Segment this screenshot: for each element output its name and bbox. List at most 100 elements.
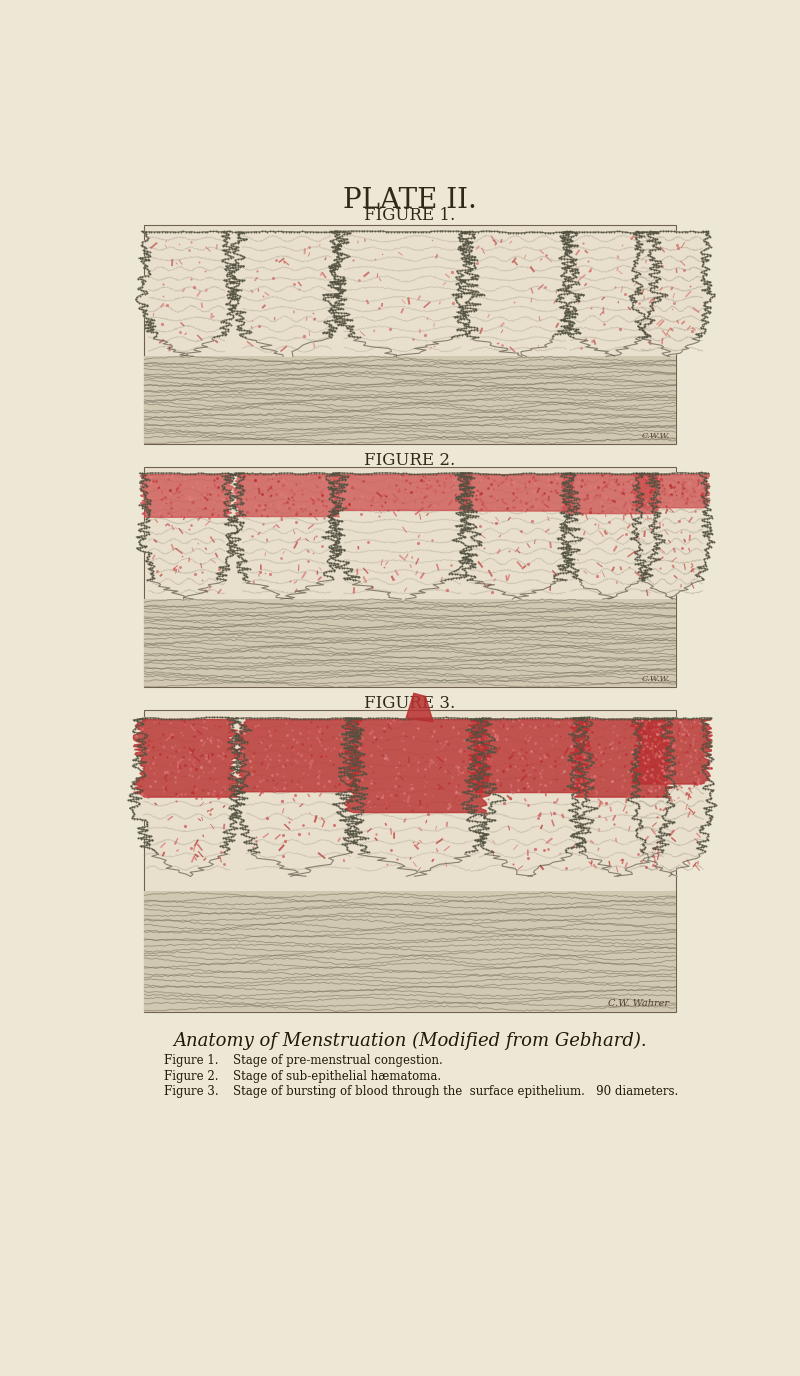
Point: [403, 472, 416, 494]
Point: [561, 462, 574, 484]
Point: [636, 816, 649, 838]
Point: [572, 717, 585, 739]
Point: [126, 797, 138, 819]
Point: [567, 823, 580, 845]
Point: [232, 782, 245, 804]
Point: [224, 245, 237, 267]
Point: [197, 462, 210, 484]
Point: [256, 751, 269, 773]
Point: [222, 523, 234, 545]
Point: [165, 711, 178, 733]
Point: [646, 227, 659, 249]
Point: [561, 227, 574, 249]
Point: [568, 788, 581, 810]
Point: [630, 821, 643, 843]
Point: [625, 751, 638, 773]
Point: [132, 753, 145, 775]
Point: [697, 303, 710, 325]
Point: [622, 469, 635, 491]
Point: [631, 709, 644, 731]
Point: [691, 831, 704, 853]
Point: [648, 735, 661, 757]
Point: [563, 462, 576, 484]
Point: [468, 528, 481, 550]
Point: [331, 533, 344, 555]
Point: [636, 465, 649, 487]
Point: [465, 300, 478, 322]
Point: [458, 794, 471, 816]
Point: [326, 285, 339, 307]
Point: [238, 782, 251, 804]
Point: [565, 318, 578, 340]
Point: [653, 707, 666, 729]
Point: [319, 289, 332, 311]
Point: [638, 314, 651, 336]
Point: [567, 491, 580, 513]
Point: [478, 497, 491, 519]
Point: [331, 237, 344, 259]
Point: [226, 296, 239, 318]
Point: [703, 499, 716, 522]
Point: [326, 555, 339, 577]
Point: [250, 826, 263, 848]
Point: [696, 318, 709, 340]
Point: [490, 769, 503, 791]
Point: [456, 466, 469, 488]
Point: [141, 568, 154, 590]
Point: [242, 762, 255, 784]
Point: [618, 222, 631, 244]
Point: [629, 749, 642, 771]
Point: [515, 738, 528, 760]
Point: [359, 760, 372, 782]
Point: [138, 468, 151, 490]
Point: [564, 234, 577, 256]
Point: [572, 834, 585, 856]
Point: [143, 757, 156, 779]
Point: [534, 762, 546, 784]
Point: [470, 739, 483, 761]
Point: [324, 482, 337, 504]
Point: [224, 510, 237, 533]
Point: [312, 707, 325, 729]
Point: [694, 760, 707, 782]
Point: [537, 707, 550, 729]
Point: [278, 493, 290, 515]
Point: [630, 223, 642, 245]
Point: [134, 736, 147, 758]
Point: [661, 707, 674, 729]
Point: [478, 720, 490, 742]
Point: [574, 725, 587, 747]
Point: [563, 476, 576, 498]
Point: [230, 783, 242, 805]
Point: [257, 769, 270, 791]
Point: [334, 494, 346, 516]
Point: [333, 294, 346, 316]
Point: [327, 286, 340, 308]
Point: [459, 234, 472, 256]
Point: [143, 830, 156, 852]
Point: [706, 805, 719, 827]
Point: [485, 729, 498, 751]
Point: [323, 271, 336, 293]
Point: [358, 827, 371, 849]
Point: [579, 750, 592, 772]
Point: [628, 724, 641, 746]
Point: [458, 238, 470, 260]
Point: [490, 464, 502, 486]
Point: [538, 482, 551, 504]
Point: [563, 234, 576, 256]
Point: [192, 495, 205, 517]
Point: [350, 740, 362, 762]
Point: [661, 749, 674, 771]
Point: [468, 816, 481, 838]
Point: [677, 494, 690, 516]
Point: [697, 473, 710, 495]
Point: [639, 556, 652, 578]
Point: [632, 561, 645, 583]
Point: [702, 732, 715, 754]
Point: [631, 491, 644, 513]
Point: [140, 249, 153, 271]
Text: Stage of sub-epithelial hæmatoma.: Stage of sub-epithelial hæmatoma.: [233, 1071, 441, 1083]
Point: [242, 718, 254, 740]
Point: [558, 777, 570, 799]
